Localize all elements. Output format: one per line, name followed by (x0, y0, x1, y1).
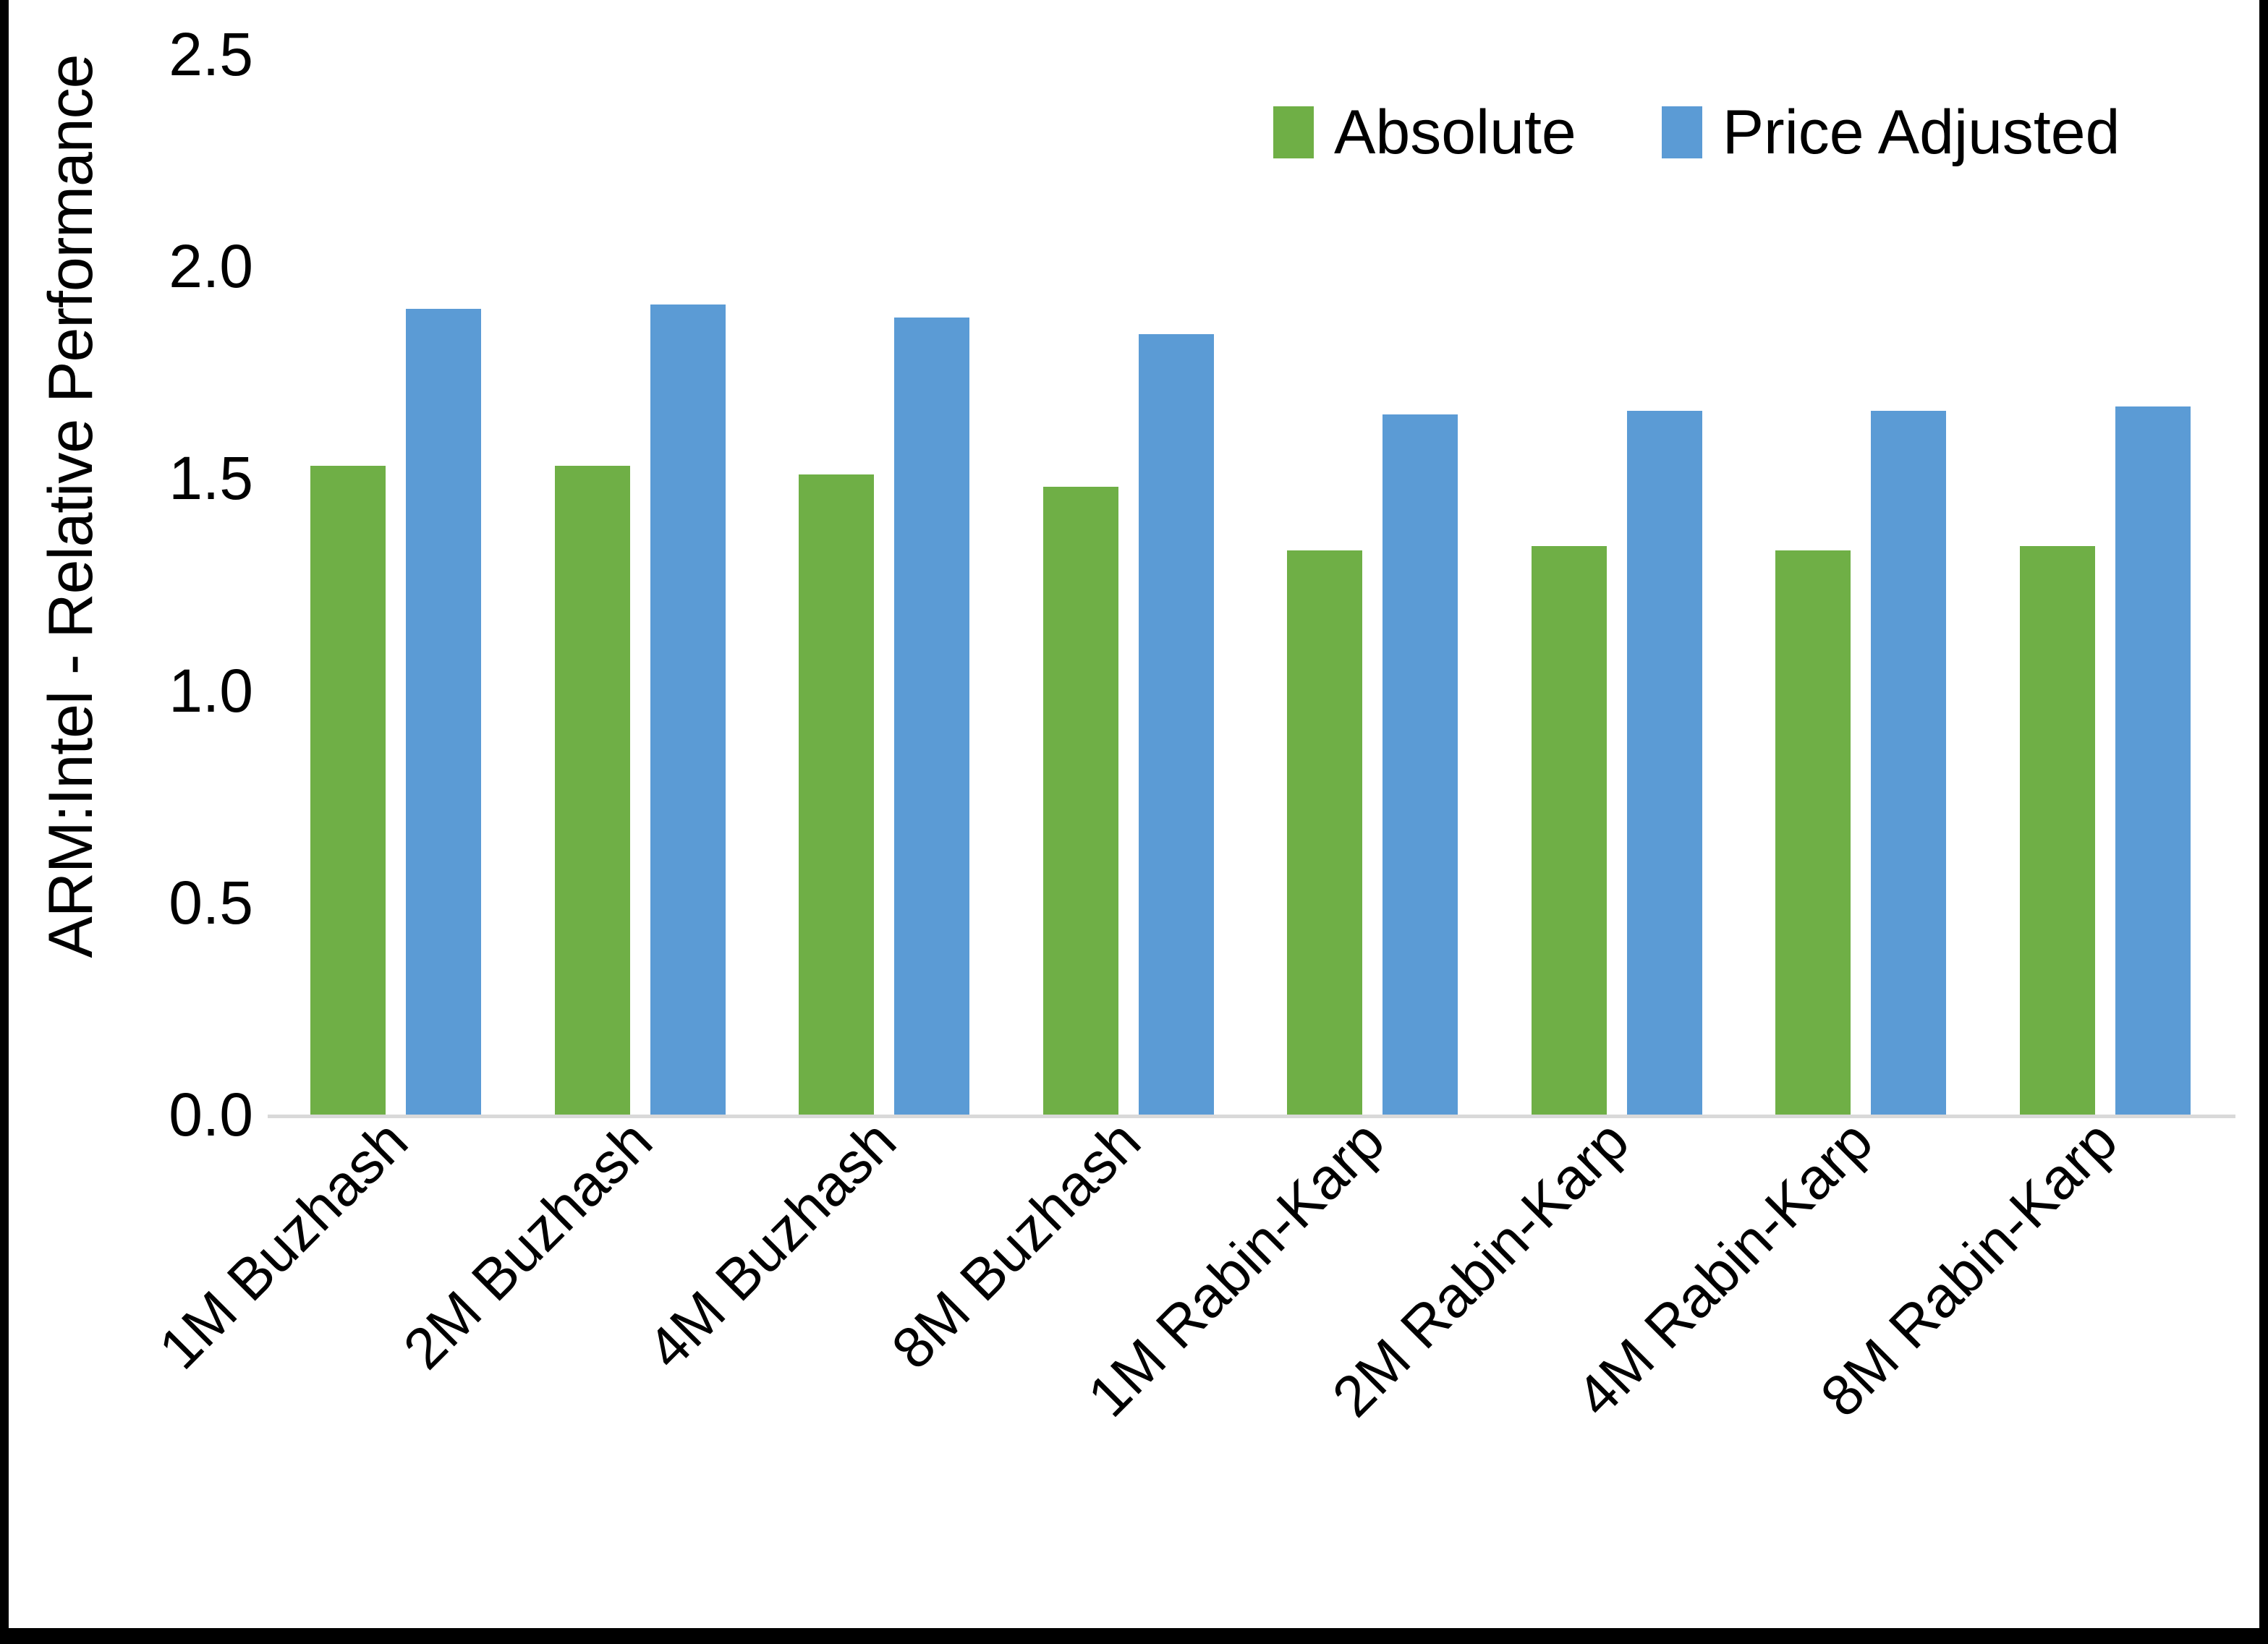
bar-price-adjusted[interactable] (1383, 414, 1458, 1115)
legend-swatch-blue-icon (1661, 106, 1702, 158)
bar-group (275, 0, 519, 1115)
bar-absolute[interactable] (2019, 546, 2095, 1115)
bar-absolute[interactable] (554, 465, 630, 1115)
bar-groups (275, 0, 2228, 1115)
bar-group (1740, 0, 1984, 1115)
bar-price-adjusted[interactable] (1138, 334, 1214, 1115)
x-axis-tick-label-slot: 4M Buzhash (635, 1108, 1008, 1632)
legend-label: Price Adjusted (1722, 98, 2120, 167)
bar-absolute[interactable] (310, 465, 386, 1115)
legend-swatch-green-icon (1273, 106, 1314, 158)
bar-price-adjusted[interactable] (2115, 406, 2191, 1115)
x-axis-tick-label-slot: 1M Buzhash (147, 1108, 519, 1632)
bar-group (519, 0, 764, 1115)
x-axis-tick-labels: 1M Buzhash 2M Buzhash 4M Buzhash 8M Buzhash… (147, 1108, 2229, 1632)
bar-group (763, 0, 1008, 1115)
bar-price-adjusted[interactable] (406, 308, 481, 1115)
y-axis-tick-label: 2.5 (169, 20, 253, 88)
y-axis-tick-label: 0.5 (169, 868, 253, 937)
bar-group (1252, 0, 1496, 1115)
y-axis-tick-label: 1.0 (169, 656, 253, 725)
x-axis-tick-label-slot: 2M Buzhash (391, 1108, 764, 1632)
x-axis-line (268, 1115, 2235, 1118)
bar-absolute[interactable] (799, 474, 874, 1115)
bar-group (1984, 0, 2229, 1115)
y-axis-tick-label: 2.0 (169, 232, 253, 301)
bar-price-adjusted[interactable] (894, 317, 969, 1115)
y-axis-tick-label: 1.5 (169, 444, 253, 513)
legend-item[interactable]: Price Adjusted (1661, 98, 2120, 167)
bar-absolute[interactable] (1287, 550, 1362, 1115)
bar-price-adjusted[interactable] (1871, 410, 1946, 1115)
bar-absolute[interactable] (1531, 546, 1607, 1115)
legend-label: Absolute (1334, 98, 1576, 167)
bar-group (1008, 0, 1252, 1115)
bar-price-adjusted[interactable] (650, 304, 726, 1115)
bar-group (1496, 0, 1741, 1115)
y-axis-tick-labels: 0.0 0.5 1.0 1.5 2.0 2.5 (14, 0, 253, 1644)
x-axis-tick-label-slot: 8M Rabin-Karp (1808, 1108, 2229, 1632)
y-axis-tick-label: 0.0 (169, 1081, 253, 1149)
bar-absolute[interactable] (1042, 487, 1118, 1115)
chart-legend: Absolute Price Adjusted (1273, 101, 2120, 163)
legend-item[interactable]: Absolute (1273, 101, 1576, 163)
bar-absolute[interactable] (1775, 550, 1851, 1115)
bar-price-adjusted[interactable] (1626, 410, 1702, 1115)
